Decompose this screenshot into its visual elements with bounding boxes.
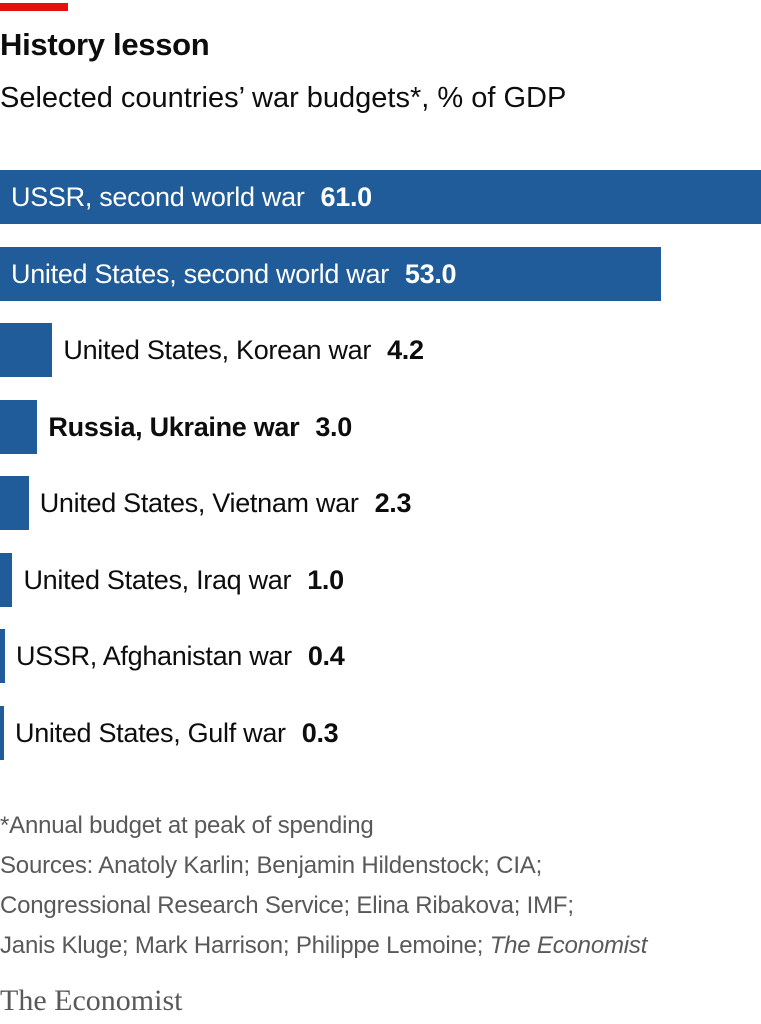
category-label: United States, Vietnam war	[39, 488, 359, 518]
bar-label: United States, Gulf war 0.3	[15, 706, 339, 760]
bar-label: United States, Iraq war 1.0	[23, 553, 344, 607]
bar-chart: USSR, second world war 61.0 United States,…	[0, 170, 761, 780]
value-label: 0.4	[307, 641, 345, 671]
bar-label: USSR, Afghanistan war 0.4	[15, 629, 345, 683]
footnote: *Annual budget at peak of spending	[0, 812, 374, 839]
category-label: Russia, Ukraine war	[48, 411, 300, 442]
bar	[0, 399, 38, 454]
category-label: United States, second world war	[11, 258, 389, 289]
bar-label: USSR, second world war 61.0	[11, 170, 372, 224]
sources-line-3: Janis Kluge; Mark Harrison; Philippe Lem…	[0, 932, 647, 960]
value-label: 1.0	[307, 564, 344, 595]
sources-line-3-italic: The Economist	[489, 932, 648, 959]
bar	[0, 629, 5, 683]
bar	[0, 246, 662, 301]
value-label: 4.2	[387, 335, 424, 365]
bar	[0, 323, 53, 377]
bar-label: United States, Vietnam war 2.3	[40, 476, 412, 530]
value-label: 2.3	[374, 488, 412, 518]
value-label: 3.0	[315, 411, 352, 442]
bar	[0, 476, 29, 530]
bar-label: United States, Korean war 4.2	[63, 323, 424, 377]
bar	[0, 170, 761, 224]
brand-logo-text: The Economist	[0, 984, 183, 1017]
category-label: United States, Gulf war	[15, 717, 286, 748]
value-label: 0.3	[301, 717, 339, 748]
bar-label: United States, second world war 53.0	[11, 247, 457, 301]
value-label: 61.0	[320, 182, 373, 212]
sources-line-3-text: Janis Kluge; Mark Harrison; Philippe Lem…	[0, 932, 490, 959]
category-label: United States, Iraq war	[23, 564, 292, 595]
category-label: USSR, second world war	[11, 182, 305, 212]
chart-title: History lesson	[0, 27, 210, 62]
value-label: 53.0	[404, 258, 457, 289]
bar-label: Russia, Ukraine war 3.0	[48, 400, 352, 454]
bar	[0, 705, 4, 760]
category-label: USSR, Afghanistan war	[15, 641, 292, 671]
sources-line-1: Sources: Anatoly Karlin; Benjamin Hilden…	[0, 852, 543, 879]
accent-bar	[0, 3, 68, 11]
sources-line-2: Congressional Research Service; Elina Ri…	[0, 892, 574, 919]
bar	[0, 552, 13, 607]
chart-subtitle: Selected countries’ war budgets*, % of G…	[0, 82, 567, 114]
category-label: United States, Korean war	[63, 335, 372, 365]
